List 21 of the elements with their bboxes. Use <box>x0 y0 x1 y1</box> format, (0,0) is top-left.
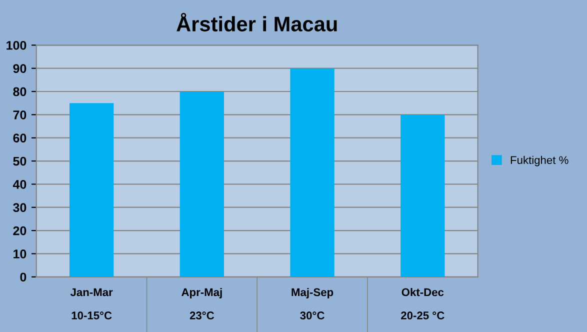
bar <box>290 68 334 277</box>
y-tick-label: 20 <box>13 226 26 236</box>
bar <box>180 92 224 277</box>
category-label: Jan-Mar 10-15°C <box>70 288 113 320</box>
bar <box>70 103 114 277</box>
y-tick-label: 60 <box>13 134 26 142</box>
y-tick-label: 40 <box>12 180 26 189</box>
y-tick-label: 50 <box>13 156 26 166</box>
bar <box>400 114 445 277</box>
y-tick-label: 100 <box>6 40 26 50</box>
y-tick-label: 70 <box>13 110 26 120</box>
x-tick-label: Maj-Sep 30°C <box>292 288 334 320</box>
y-tick-label: 0 <box>20 272 26 282</box>
y-tick-label: 10 <box>14 250 26 258</box>
y-tick-label: 80 <box>13 87 26 96</box>
y-tick-label: 90 <box>13 64 26 73</box>
chart-title: Årstider i Macau <box>176 12 337 32</box>
x-tick-label: Apr-Maj 23°C <box>182 288 222 320</box>
legend-label: Fuktighet % <box>510 156 568 166</box>
category-label: Okt-Dec 20-25 °C <box>401 288 444 320</box>
y-tick-label: 30 <box>13 203 26 212</box>
